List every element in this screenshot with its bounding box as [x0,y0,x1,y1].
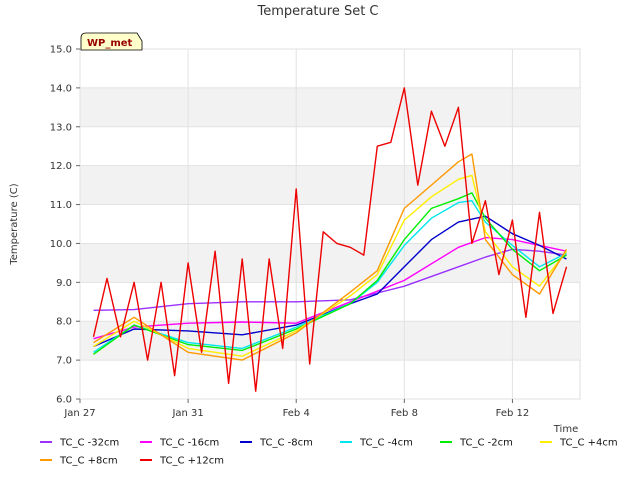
y-tick-label: 14.0 [50,83,72,94]
x-tick-label: Feb 4 [283,408,310,419]
series-line-tc-c-8cm [93,215,567,348]
y-axis-label: Temperature (C) [9,183,20,265]
y-tick-label: 11.0 [50,200,72,211]
chart-title: Temperature Set C [256,4,378,19]
site-annotation-text: WP_met [87,38,133,49]
series-line-tc-c-4cm [93,199,567,353]
x-axis-label: Time [553,424,578,435]
legend-label: TC_C +12cm [159,456,224,467]
plot-band [80,165,580,205]
plot-band [80,321,580,361]
y-tick-label: 9.0 [56,278,72,289]
legend-label: TC_C +4cm [559,438,618,449]
legend-label: TC_C -16cm [159,438,219,449]
x-tick-label: Feb 12 [496,408,530,419]
x-tick-label: Feb 8 [391,408,418,419]
series-line-tc-c-2cm [93,192,567,355]
plot-band [80,87,580,127]
y-tick-label: 10.0 [50,239,72,250]
x-tick-label: Jan 27 [63,408,95,419]
y-tick-label: 7.0 [56,356,72,367]
site-annotation: WP_met [80,32,143,51]
y-tick-label: 8.0 [56,317,72,328]
legend-label: TC_C -4cm [359,438,413,449]
legend: TC_C -32cm TC_C -16cm TC_C -8cm TC_C -4cm TC… [40,438,618,467]
y-tick-label: 6.0 [56,395,72,406]
y-axis-ticks: 6.0 7.0 8.0 9.0 10.0 11.0 12.0 13.0 14.0 15.0 [50,45,80,406]
legend-label: TC_C -2cm [459,438,513,449]
legend-label: TC_C -32cm [59,438,119,449]
x-tick-label: Jan 31 [171,408,203,419]
legend-label: TC_C -8cm [259,438,313,449]
x-axis-ticks: Jan 27 Jan 31 Feb 4 Feb 8 Feb 12 [63,399,529,419]
series-line-tc-c-12cm [92,87,568,392]
plot-background-bands [79,48,581,400]
y-tick-label: 13.0 [50,122,72,133]
series-layer [92,87,568,392]
series-line-tc-c-8cm [93,153,568,361]
y-tick-label: 15.0 [50,45,72,56]
series-line-tc-c-16cm [93,236,567,340]
y-tick-label: 12.0 [50,161,72,172]
legend-label: TC_C +8cm [59,456,118,467]
